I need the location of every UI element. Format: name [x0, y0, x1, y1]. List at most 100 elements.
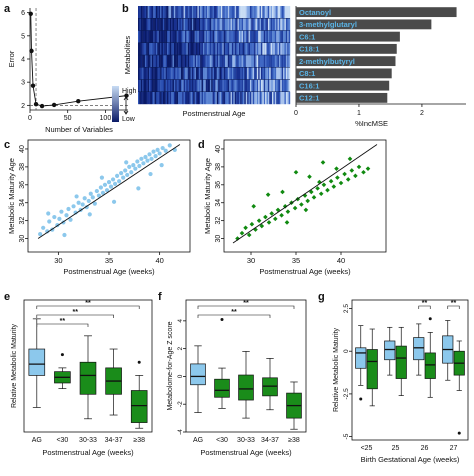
heatmap-cell [237, 30, 240, 43]
d-point [307, 174, 312, 180]
heatmap-cell [260, 55, 263, 68]
heatmap-cell [249, 6, 252, 19]
heatmap-cell [249, 30, 252, 43]
heatmap-cell [238, 79, 241, 92]
heatmap-cell [200, 55, 202, 68]
heatmap-cell [168, 67, 170, 80]
d-frame [223, 139, 387, 253]
heatmap-cell [284, 42, 287, 56]
heatmap-cell [147, 79, 150, 92]
heatmap-cell [158, 55, 161, 68]
heatmap-cell [222, 55, 224, 68]
e-x-tick-label: ≥38 [133, 437, 145, 444]
heatmap-cell [255, 18, 258, 31]
heatmap-cell [175, 30, 177, 43]
heatmap-cell [212, 42, 215, 56]
heatmap-cell [254, 79, 256, 92]
c-y-tick-label: 40 [19, 145, 26, 153]
heatmap-cell [245, 18, 248, 31]
heatmap-cell [205, 67, 208, 80]
heatmap-cell [205, 79, 208, 92]
heatmap-cell [143, 6, 146, 19]
heatmap-cell [193, 55, 195, 68]
heatmap-cell [273, 18, 275, 31]
heatmap-cell [252, 67, 255, 80]
heatmap-cell [160, 55, 162, 68]
b-bar-label: 3-methylglutaryl [299, 20, 357, 29]
heatmap-cell [149, 6, 151, 19]
heatmap-cell [218, 42, 220, 56]
heatmap-cell [214, 6, 216, 19]
heatmap-cell [234, 55, 237, 68]
heatmap-cell [190, 42, 193, 56]
heatmap-cell [251, 18, 253, 31]
a-point [39, 103, 45, 109]
heatmap-cell [274, 55, 277, 68]
heatmap-cell [207, 18, 209, 31]
heatmap-cell [154, 18, 157, 31]
heatmap-cell [229, 30, 231, 43]
heatmap-cell [186, 67, 188, 80]
c-x-tick-label: 35 [105, 256, 113, 265]
heatmap-cell [208, 55, 211, 68]
heatmap-cell [142, 67, 144, 80]
heatmap-cell [218, 67, 220, 80]
heatmap-cell [278, 79, 281, 92]
heatmap-cell [178, 91, 180, 105]
heatmap-cell [154, 55, 157, 68]
heatmap-cell [157, 18, 159, 31]
heatmap-cell [265, 79, 267, 92]
heatmap-cell [184, 55, 187, 68]
d-x-tick-label: 40 [337, 256, 345, 265]
heatmap-cell [265, 91, 267, 105]
b-bar-label: C16:1 [299, 81, 319, 90]
heatmap-cell [241, 6, 244, 19]
heatmap-cell [278, 6, 281, 19]
heatmap-cell [267, 6, 270, 19]
heatmap-cell [142, 18, 144, 31]
heatmap-cell [187, 67, 190, 80]
heatmap-cell [165, 6, 168, 19]
heatmap-cell [168, 18, 170, 31]
heatmap-cell [176, 30, 179, 43]
f-sig-bracket [197, 305, 295, 309]
heatmap-cell [258, 67, 260, 80]
heatmap-cell [155, 18, 158, 31]
heatmap-cell [180, 42, 183, 56]
heatmap-cell [153, 30, 155, 43]
heatmap-cell [255, 30, 258, 43]
heatmap-cell [248, 91, 251, 105]
heatmap-cell [200, 79, 202, 92]
c-point [99, 175, 105, 180]
heatmap-cell [158, 67, 161, 80]
heatmap-cell [198, 79, 201, 92]
b-bar-label: 2-methylbutyryl [299, 57, 355, 66]
c-point [143, 154, 148, 160]
heatmap-cell [252, 18, 255, 31]
heatmap-cell [158, 18, 161, 31]
heatmap-cell [260, 67, 263, 80]
heatmap-cell [138, 79, 140, 92]
heatmap-cell [230, 91, 233, 105]
heatmap-cell [227, 42, 230, 56]
heatmap-cell [222, 6, 224, 19]
heatmap-cell [187, 6, 190, 19]
heatmap-cell [191, 6, 194, 19]
heatmap-cell [266, 91, 269, 105]
f-box [214, 378, 230, 398]
heatmap-cell [178, 30, 180, 43]
f-sig-bracket [197, 314, 271, 318]
heatmap-cell [182, 30, 184, 43]
c-point [45, 229, 50, 234]
d-point [292, 205, 298, 211]
heatmap-cell [191, 18, 194, 31]
heatmap-cell [226, 67, 229, 80]
b-heatmap-ylabel: Metabolites [123, 36, 132, 75]
heatmap-cell [191, 30, 194, 43]
d-point [365, 166, 371, 171]
heatmap-cell [139, 79, 141, 92]
a-point [29, 48, 34, 54]
heatmap-cell [262, 6, 264, 19]
heatmap-cell [226, 79, 229, 92]
